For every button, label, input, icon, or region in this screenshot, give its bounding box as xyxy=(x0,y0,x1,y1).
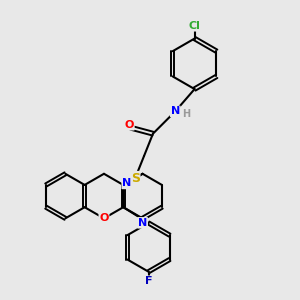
Text: Cl: Cl xyxy=(189,21,200,31)
Text: N: N xyxy=(171,106,180,116)
Text: N: N xyxy=(138,218,147,228)
Text: O: O xyxy=(124,120,134,130)
Text: F: F xyxy=(145,276,152,286)
Text: H: H xyxy=(182,109,190,119)
Text: N: N xyxy=(122,178,131,188)
Text: S: S xyxy=(130,172,140,185)
Text: O: O xyxy=(99,213,109,224)
